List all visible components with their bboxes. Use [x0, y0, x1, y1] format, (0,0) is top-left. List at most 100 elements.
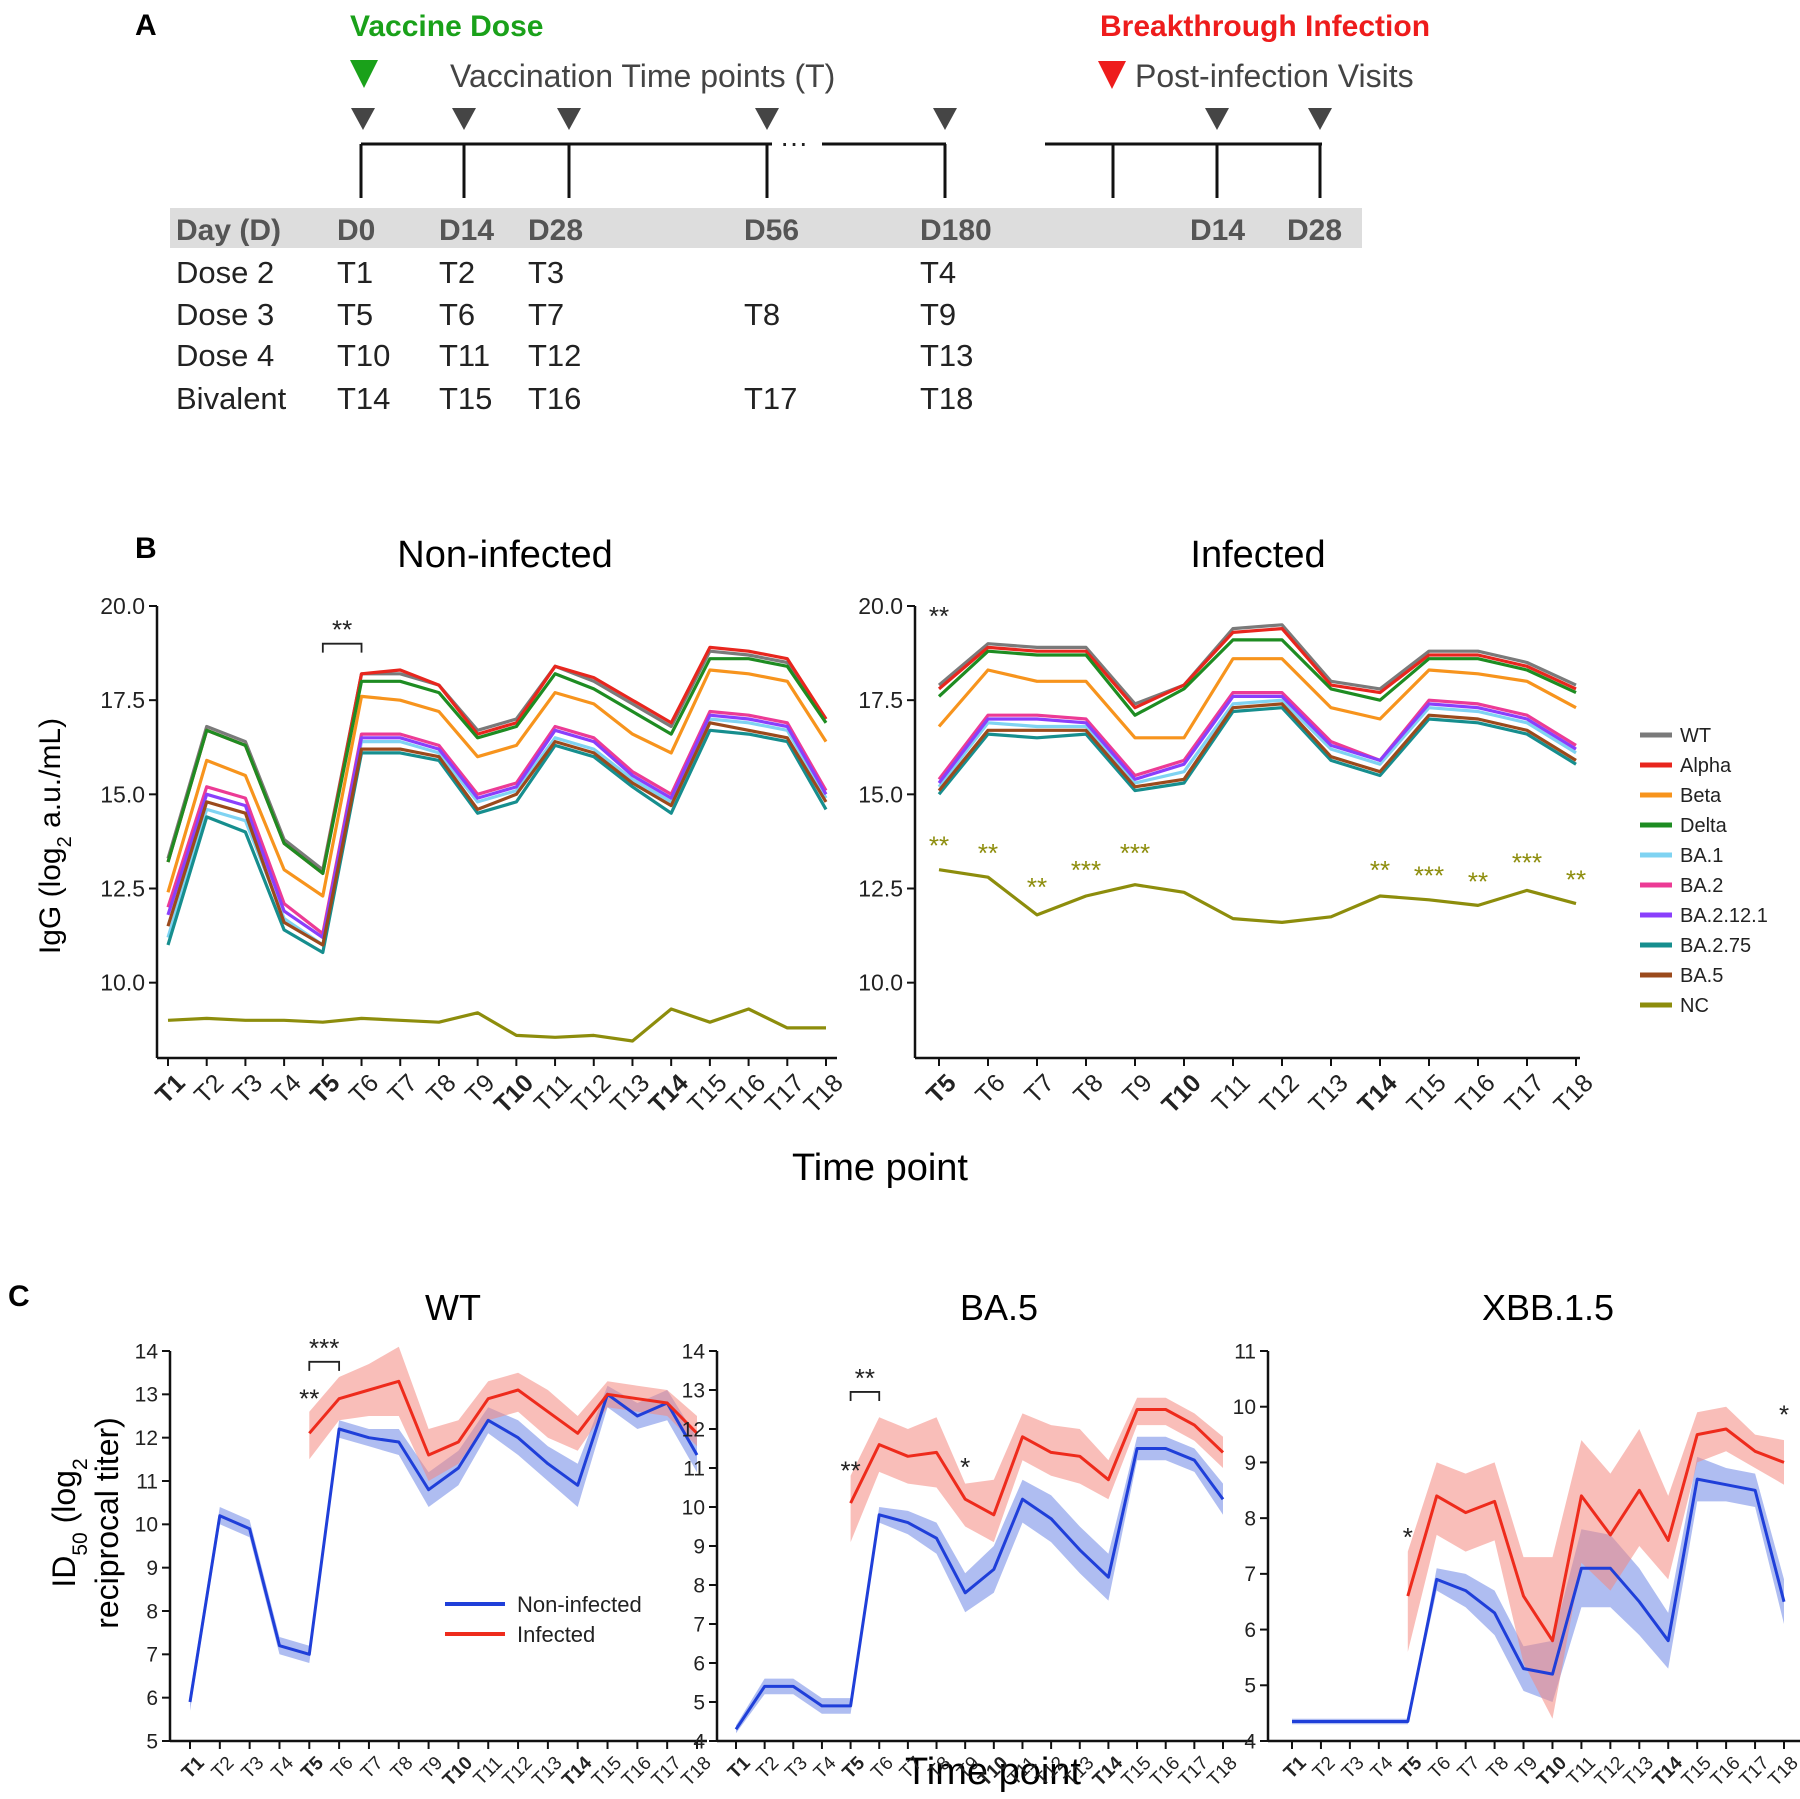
- significance-marker: *: [960, 1452, 970, 1482]
- infection-marker-icon: [1098, 61, 1126, 89]
- x-tick-label: T18: [798, 1069, 848, 1119]
- ci-band-non-infected: [1292, 1456, 1784, 1725]
- y-tick-label: 20.0: [858, 593, 903, 619]
- significance-marker: **: [299, 1383, 319, 1413]
- y-tick-label: 7: [693, 1613, 705, 1636]
- series-line-nc: [938, 868, 1577, 925]
- series-line-alpha: [166, 645, 828, 876]
- x-tick-label: T1: [150, 1069, 190, 1109]
- x-tick-label: T12: [1254, 1069, 1304, 1119]
- legend-label: Delta: [1680, 815, 1728, 837]
- significance-marker: **: [929, 601, 949, 631]
- legend-label: NC: [1680, 995, 1709, 1017]
- significance-bracket: [308, 1360, 341, 1371]
- dose-cell: T18: [920, 381, 973, 416]
- x-tick-label: T14: [558, 1752, 596, 1790]
- y-tick-label: 5: [146, 1730, 158, 1753]
- panel-a: A Vaccine Dose Vaccination Time points (…: [135, 9, 1430, 416]
- significance-marker: ***: [1512, 848, 1542, 878]
- chart-c-xbb: 4567891011T1T2T3T4T5T6T7T8T9T10T11T12T13…: [1233, 1340, 1800, 1791]
- x-tick-label: T17: [1499, 1069, 1549, 1119]
- y-tick-label: 7: [1244, 1563, 1256, 1586]
- x-tick-label: T8: [387, 1753, 418, 1784]
- series-line-beta: [937, 657, 1577, 740]
- ci-band-non-infected: [190, 1385, 697, 1711]
- significance-marker: **: [1027, 872, 1047, 902]
- significance-marker: *: [1779, 1399, 1789, 1429]
- y-tick-label: 17.5: [100, 687, 145, 713]
- significance-marker: **: [1468, 866, 1488, 896]
- significance-bracket: [849, 1391, 881, 1401]
- x-tick-label: T4: [268, 1752, 299, 1783]
- x-tick-label: T6: [344, 1069, 384, 1109]
- x-tick-label: T11: [1207, 1069, 1256, 1118]
- series-line-non-infected: [734, 1447, 1225, 1731]
- id50-axis-label-1: ID50 (log2: [46, 1458, 92, 1587]
- panel-c: C WT BA.5 XBB.1.5 ID50 (log2 reciprocal …: [8, 1280, 1800, 1793]
- x-tick-label: T7: [1454, 1753, 1485, 1784]
- x-tick-label: T11: [529, 1069, 578, 1118]
- panel-c-xlabel: Time point: [905, 1751, 1081, 1793]
- dose-row-label: Bivalent: [176, 381, 287, 416]
- x-tick-label: T4: [810, 1752, 841, 1783]
- x-tick-label: T5: [305, 1069, 345, 1109]
- visit-marker-icon: [1205, 108, 1229, 130]
- x-tick-label: T18: [1204, 1753, 1242, 1791]
- series-line-ba-1: [166, 717, 828, 947]
- legend-label: Beta: [1680, 785, 1722, 807]
- dose-cell: T14: [337, 381, 390, 416]
- dose-cell: T9: [920, 297, 956, 332]
- dose-cell: T7: [528, 297, 564, 332]
- timepoint-marker-icon: [755, 108, 779, 130]
- breakthrough-infection-label: Breakthrough Infection: [1100, 10, 1430, 43]
- dose-cell: T15: [439, 381, 492, 416]
- post-day-label: D28: [1287, 214, 1342, 247]
- ci-band-infected: [850, 1397, 1223, 1543]
- chart-title-xbb: XBB.1.5: [1482, 1287, 1614, 1328]
- legend-label: BA.2.12.1: [1680, 905, 1768, 927]
- y-tick-label: 5: [1244, 1675, 1256, 1698]
- x-tick-label: T5: [921, 1069, 961, 1109]
- ci-band-infected: [1407, 1406, 1784, 1719]
- series-line-ba-2-75: [937, 706, 1577, 796]
- x-tick-label: T15: [1401, 1069, 1451, 1119]
- significance-marker: **: [332, 615, 352, 645]
- series-line-ba-2: [166, 709, 828, 936]
- ci-band-non-infected: [736, 1436, 1223, 1734]
- x-tick-label: T3: [228, 1069, 268, 1109]
- series-line-non-infected: [188, 1392, 699, 1703]
- chart-title-noninfected: Non-infected: [397, 534, 612, 576]
- chart-title-ba5: BA.5: [960, 1287, 1038, 1328]
- day-label: D28: [528, 214, 583, 247]
- igg-axis-label: IgG (log2 a.u./mL): [34, 718, 76, 954]
- dose-cell: T11: [439, 338, 490, 373]
- y-tick-label: 12: [135, 1427, 158, 1450]
- series-line-infected: [308, 1379, 699, 1457]
- y-tick-label: 8: [693, 1574, 705, 1597]
- y-tick-label: 5: [693, 1691, 705, 1714]
- series-line-alpha: [937, 626, 1577, 710]
- post-day-label: D14: [1190, 214, 1245, 247]
- series-line-infected: [849, 1408, 1225, 1517]
- y-tick-label: 6: [146, 1687, 158, 1710]
- dose-table: Dose 2 T1 T2 T3 T4 Dose 3 T5 T6 T7 T8 T9…: [176, 255, 973, 416]
- legend-b: WT Alpha Beta Delta BA.1 BA.2 BA.2.12.1 BA.2.75…: [1640, 725, 1768, 1017]
- series-line-ba-2-75: [166, 728, 828, 955]
- x-tick-label: T8: [421, 1069, 461, 1109]
- x-tick-label: T3: [1338, 1753, 1369, 1784]
- x-tick-label: T6: [867, 1753, 898, 1784]
- y-tick-label: 6: [693, 1652, 705, 1675]
- dose-cell: T4: [920, 255, 956, 290]
- legend-label-infected: Infected: [517, 1622, 595, 1647]
- vaccine-dose-label: Vaccine Dose: [350, 10, 543, 43]
- x-tick-label: T13: [1303, 1069, 1353, 1119]
- significance-bracket: [321, 642, 363, 653]
- day-header-band: [170, 208, 1362, 248]
- timeline-ellipsis: ···: [780, 127, 808, 158]
- x-tick-label: T11: [470, 1753, 507, 1790]
- x-tick-label: T14: [1352, 1069, 1402, 1119]
- dose-cell: T6: [439, 297, 475, 332]
- y-tick-label: 8: [1244, 1507, 1256, 1530]
